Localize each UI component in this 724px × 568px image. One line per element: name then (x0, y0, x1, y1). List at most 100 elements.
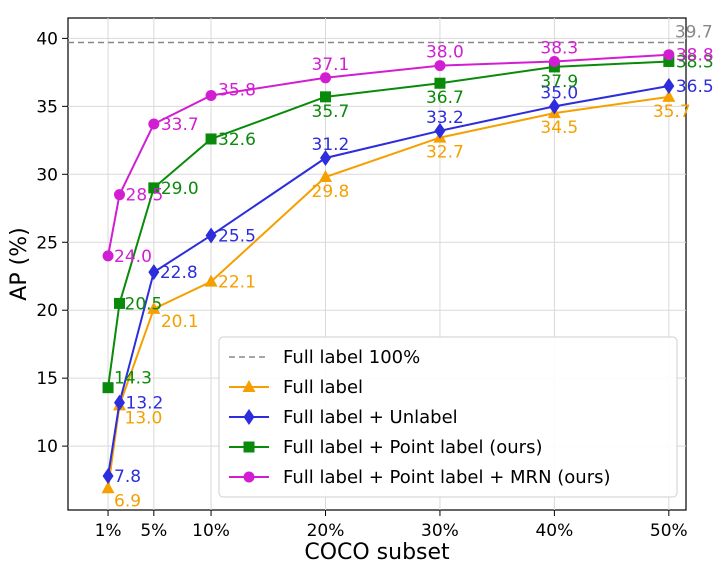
x-tick-label: 40% (535, 521, 573, 541)
data-point (663, 55, 675, 67)
series (102, 49, 675, 262)
series-line (107, 84, 670, 477)
data-label: 28.5 (126, 186, 164, 206)
data-point (434, 60, 446, 72)
data-label: 35.7 (653, 102, 691, 122)
series-line (107, 95, 669, 489)
legend-label: Full label + Point label + MRN (ours) (283, 467, 611, 488)
data-point (243, 409, 255, 425)
data-label: 22.1 (218, 273, 256, 293)
data-point (114, 297, 125, 309)
y-tick-label: 10 (36, 437, 58, 457)
legend: Full label 100% Full label Full label + Un… (218, 336, 678, 498)
y-tick-label: 25 (36, 233, 58, 253)
data-label: 36.5 (676, 77, 714, 97)
data-point (434, 77, 446, 89)
series-line (107, 53, 669, 257)
data-point (114, 394, 125, 411)
legend-label: Full label 100% (283, 347, 420, 368)
y-tick-label: 20 (36, 301, 58, 321)
data-label: 37.9 (540, 72, 578, 92)
x-tick-label: 30% (421, 521, 459, 541)
data-label: 32.6 (218, 130, 256, 150)
data-point (148, 264, 160, 281)
series-line (107, 60, 669, 388)
data-label: 38.3 (540, 38, 578, 58)
y-tick-label: 40 (36, 29, 58, 49)
data-label: 20.5 (125, 294, 163, 314)
series-group (101, 49, 676, 494)
series (102, 77, 675, 485)
data-label: 25.5 (218, 226, 256, 246)
data-point (147, 301, 161, 314)
legend-frame (218, 336, 678, 498)
data-label: 7.8 (114, 467, 141, 487)
data-point (662, 89, 676, 102)
data-point (434, 122, 446, 139)
data-point (242, 380, 256, 392)
data-label: 32.7 (426, 143, 464, 163)
legend-label: Full label + Point label (ours) (283, 437, 542, 458)
data-label: 29.0 (161, 179, 199, 199)
data-label: 36.7 (426, 88, 464, 108)
data-point (548, 55, 560, 67)
legend-label: Full label (283, 377, 363, 398)
data-point (101, 481, 115, 494)
data-label: 22.8 (160, 263, 198, 283)
data-label: 35.7 (312, 102, 350, 122)
reference-line-group: 39.7 (68, 22, 713, 44)
axis-ticks: 10 15 20 25 30 35 40 1% 5% 10% 20% 30% 40% 50% (36, 29, 687, 541)
data-label: 14.3 (114, 369, 152, 389)
data-label: 20.1 (161, 312, 199, 332)
x-tick-label: 10% (192, 521, 230, 541)
x-axis-label: COCO subset (304, 540, 450, 565)
y-axis-label: AP (%) (7, 227, 32, 300)
data-point (320, 72, 331, 84)
data-point (114, 189, 125, 201)
data-point (205, 133, 217, 145)
data-point (148, 182, 160, 194)
data-point (205, 89, 217, 101)
legend-label: Full label + Unlabel (283, 407, 458, 428)
reference-line-label: 39.7 (675, 22, 713, 42)
y-tick-label: 15 (36, 369, 58, 389)
data-label: 13.0 (125, 408, 163, 428)
data-label: 38.0 (426, 43, 464, 63)
data-label: 33.2 (426, 108, 464, 128)
data-point (319, 170, 332, 183)
data-label: 38.3 (676, 52, 714, 72)
data-point (243, 441, 255, 453)
data-label: 34.5 (540, 118, 578, 138)
data-point (663, 77, 675, 94)
data-point (204, 274, 218, 287)
data-point (320, 149, 331, 166)
data-point (320, 91, 331, 103)
data-label: 35.0 (540, 83, 578, 103)
data-label: 33.7 (161, 115, 199, 135)
series (102, 55, 675, 394)
data-label: 38.8 (676, 46, 714, 66)
data-point (663, 49, 675, 61)
data-label: 13.2 (126, 394, 164, 414)
data-point (243, 471, 255, 483)
data-point (148, 118, 160, 130)
x-tick-label: 20% (307, 521, 345, 541)
x-tick-label: 50% (650, 521, 688, 541)
x-tick-label: 5% (140, 521, 167, 541)
y-tick-label: 30 (36, 165, 58, 185)
data-label: 29.8 (312, 182, 350, 202)
data-point (102, 382, 114, 394)
x-tick-label: 1% (95, 521, 122, 541)
data-point (102, 250, 114, 262)
data-point (205, 227, 217, 244)
data-label: 6.9 (114, 491, 141, 511)
y-tick-label: 35 (36, 97, 58, 117)
data-labels: 6.9 13.0 20.1 22.1 29.8 32.7 34.5 35.7 7.8 13.2 22… (114, 38, 714, 511)
data-label: 31.2 (312, 135, 350, 155)
data-label: 24.0 (114, 247, 152, 267)
data-point (102, 468, 114, 485)
data-label: 37.1 (312, 55, 350, 75)
data-label: 35.8 (218, 80, 256, 100)
data-point (548, 98, 560, 115)
